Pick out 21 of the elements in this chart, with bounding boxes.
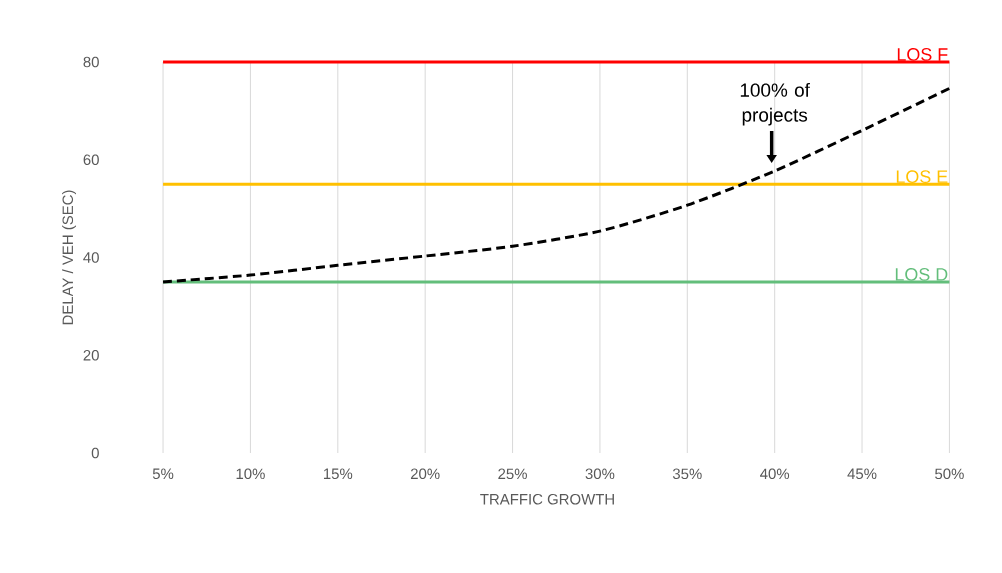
ref-line-label: LOS E <box>896 170 948 183</box>
y-tick-label: 60 <box>83 154 99 166</box>
y-tick-label: 80 <box>83 56 99 68</box>
ref-line-label: LOS D <box>895 268 948 281</box>
x-tick-label: 15% <box>323 468 353 480</box>
annotation: 100% of projects <box>740 82 810 126</box>
y-tick-label: 40 <box>83 252 99 263</box>
ref-line-label: LOS F <box>897 48 948 61</box>
x-tick-label: 5% <box>152 468 174 480</box>
x-tick-label: 40% <box>760 468 790 480</box>
x-tick-label: 25% <box>498 468 527 480</box>
x-axis-title: TRAFFIC GROWTH <box>480 493 614 505</box>
x-tick-label: 35% <box>672 468 702 480</box>
x-tick-label: 20% <box>410 468 440 480</box>
y-tick-label: 20 <box>83 349 99 361</box>
x-tick-label: 30% <box>585 468 615 480</box>
x-tick-label: 50% <box>935 468 964 480</box>
y-axis-title: DELAY / VEH (SEC) <box>62 190 77 325</box>
x-tick-label: 10% <box>236 468 265 480</box>
y-tick-label: 0 <box>91 447 99 459</box>
x-tick-label: 45% <box>847 468 877 480</box>
